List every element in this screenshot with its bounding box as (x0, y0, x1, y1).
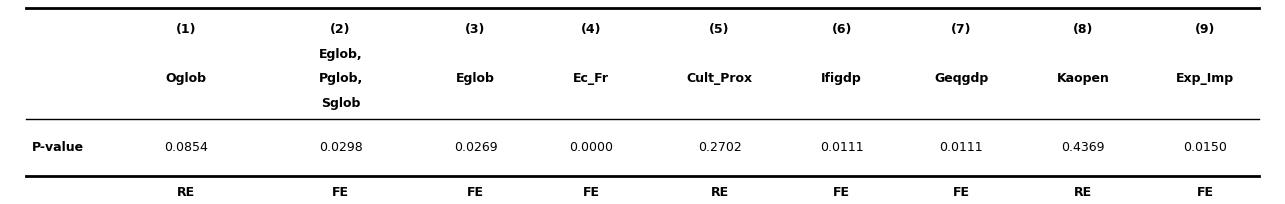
Text: (3): (3) (465, 23, 486, 36)
Text: 0.2702: 0.2702 (698, 141, 741, 154)
Text: FE: FE (1196, 186, 1214, 199)
Text: 0.0854: 0.0854 (164, 141, 208, 154)
Text: Eglob,: Eglob, (319, 48, 362, 61)
Text: (6): (6) (831, 23, 852, 36)
Text: FE: FE (332, 186, 350, 199)
Text: (1): (1) (176, 23, 197, 36)
Text: RE: RE (711, 186, 729, 199)
Text: Eglob: Eglob (456, 72, 495, 85)
Text: 0.0000: 0.0000 (569, 141, 613, 154)
Text: (7): (7) (951, 23, 971, 36)
Text: FE: FE (582, 186, 600, 199)
Text: Geqgdp: Geqgdp (934, 72, 988, 85)
Text: 0.4369: 0.4369 (1061, 141, 1105, 154)
Text: 0.0111: 0.0111 (820, 141, 864, 154)
Text: Cult_Prox: Cult_Prox (686, 72, 753, 85)
Text: Oglob: Oglob (166, 72, 207, 85)
Text: FE: FE (833, 186, 851, 199)
Text: (8): (8) (1073, 23, 1094, 36)
Text: (5): (5) (709, 23, 730, 36)
Text: Pglob,: Pglob, (319, 72, 362, 85)
Text: (4): (4) (581, 23, 601, 36)
Text: 0.0298: 0.0298 (319, 141, 362, 154)
Text: Sglob: Sglob (321, 96, 360, 110)
Text: RE: RE (177, 186, 195, 199)
Text: RE: RE (1074, 186, 1092, 199)
Text: (2): (2) (330, 23, 351, 36)
Text: Ec_Fr: Ec_Fr (573, 72, 609, 85)
Text: 0.0111: 0.0111 (939, 141, 983, 154)
Text: FE: FE (466, 186, 484, 199)
Text: Kaopen: Kaopen (1056, 72, 1110, 85)
Text: Ifigdp: Ifigdp (821, 72, 862, 85)
Text: (9): (9) (1195, 23, 1216, 36)
Text: 0.0269: 0.0269 (454, 141, 497, 154)
Text: P-value: P-value (32, 141, 84, 154)
Text: 0.0150: 0.0150 (1183, 141, 1227, 154)
Text: FE: FE (952, 186, 970, 199)
Text: Exp_Imp: Exp_Imp (1176, 72, 1235, 85)
